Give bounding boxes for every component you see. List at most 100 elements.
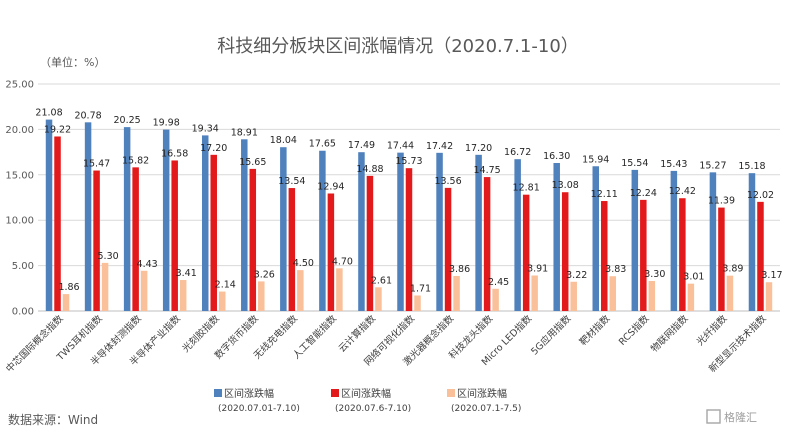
data-label: 12.81 xyxy=(513,183,540,194)
category-label: RCS指数 xyxy=(616,312,652,348)
data-label: 15.43 xyxy=(660,159,687,170)
bar-s2 xyxy=(718,207,725,311)
data-label: 13.54 xyxy=(278,176,305,187)
bar-s1 xyxy=(358,152,365,311)
data-label: 16.58 xyxy=(161,148,188,159)
data-label: 15.47 xyxy=(83,159,110,170)
bar-s1 xyxy=(631,169,639,311)
bar-s1 xyxy=(84,122,92,311)
y-tick-label: 10.00 xyxy=(5,216,34,227)
legend-period: (2020.07.01-7.10) xyxy=(218,404,300,414)
data-label: 3.41 xyxy=(176,268,197,279)
bar-s3 xyxy=(570,281,577,311)
watermark-logo: 格隆汇 xyxy=(706,409,757,424)
bar-s1 xyxy=(123,127,131,311)
data-label: 3.91 xyxy=(527,263,548,274)
data-label: 3.86 xyxy=(449,264,470,275)
category-label: 中芯国际概念指数 xyxy=(3,312,66,375)
data-label: 11.39 xyxy=(708,196,735,207)
bar-s1 xyxy=(280,147,287,311)
bar-s3 xyxy=(726,275,734,311)
category-label: 物联网指数 xyxy=(648,312,690,354)
bar-s2 xyxy=(93,170,100,311)
bar-s2 xyxy=(679,198,686,311)
legend-label: 区间涨跌幅 xyxy=(224,387,274,400)
legend-label: 区间涨跌幅 xyxy=(341,387,391,400)
bar-s1 xyxy=(514,159,521,311)
data-label: 20.25 xyxy=(114,115,141,126)
bar-s2 xyxy=(171,160,178,311)
bar-s1 xyxy=(475,154,482,311)
bar-s1 xyxy=(553,162,560,311)
data-label: 16.30 xyxy=(543,151,570,162)
bar-s2 xyxy=(132,167,139,311)
bar-s2 xyxy=(249,168,257,311)
bar-s3 xyxy=(414,295,421,311)
bar-s3 xyxy=(609,276,617,311)
legend-swatch xyxy=(447,389,455,397)
watermark-text: 格隆汇 xyxy=(724,410,757,424)
bar-s2 xyxy=(327,193,335,311)
data-label: 17.20 xyxy=(200,143,227,154)
data-label: 2.45 xyxy=(488,277,509,288)
data-label: 15.94 xyxy=(582,154,609,165)
data-label: 14.88 xyxy=(356,164,383,175)
data-label: 16.72 xyxy=(504,147,531,158)
bar-s3 xyxy=(375,287,382,311)
legend-label: 区间涨跌幅 xyxy=(457,387,507,400)
data-label: 19.22 xyxy=(44,124,71,135)
bar-s2 xyxy=(366,175,374,311)
bar-s2 xyxy=(483,177,491,311)
legend-period: (2020.07.6-7.10) xyxy=(335,404,411,414)
data-label: 17.65 xyxy=(309,139,336,150)
bar-s3 xyxy=(336,268,343,311)
bar-s3 xyxy=(687,283,695,311)
data-label: 19.34 xyxy=(192,123,219,134)
data-label: 1.71 xyxy=(410,283,431,294)
data-label: 2.61 xyxy=(371,275,392,286)
bar-s2 xyxy=(522,194,530,311)
bar-s2 xyxy=(561,192,569,311)
bar-s2 xyxy=(757,201,764,311)
legend-swatch xyxy=(214,389,222,397)
bar-s3 xyxy=(297,270,304,311)
y-tick-label: 0.00 xyxy=(12,307,34,318)
bar-s3 xyxy=(179,280,187,311)
category-label: 靶材指数 xyxy=(577,312,613,348)
data-label: 3.83 xyxy=(605,264,626,275)
bar-s1 xyxy=(748,173,756,311)
data-label: 12.24 xyxy=(630,188,657,199)
data-label: 3.01 xyxy=(683,272,704,283)
bar-s3 xyxy=(101,262,109,311)
category-label: 光纤指数 xyxy=(694,312,730,348)
data-label: 3.26 xyxy=(254,269,275,280)
data-label: 15.27 xyxy=(699,160,726,171)
data-label: 15.65 xyxy=(239,157,266,168)
bar-s2 xyxy=(288,188,296,311)
data-label: 15.54 xyxy=(621,158,648,169)
data-label: 3.30 xyxy=(644,269,665,280)
category-label: 云计算指数 xyxy=(336,312,378,354)
chart-title: 科技细分板块区间涨幅情况（2020.7.1-10） xyxy=(217,36,579,57)
source-note: 数据来源：Wind xyxy=(8,412,98,427)
data-label: 2.14 xyxy=(215,280,236,291)
bar-s2 xyxy=(405,168,413,311)
data-label: 12.94 xyxy=(317,182,344,193)
bar-s2 xyxy=(640,199,647,311)
bar-s3 xyxy=(531,275,538,311)
bar-s1 xyxy=(45,119,53,311)
data-label: 17.42 xyxy=(426,141,453,152)
bar-s3 xyxy=(258,281,265,311)
data-labels: 21.08 19.22 1.86 20.78 15.47 5.30 20.25 15.82 4.… xyxy=(35,108,782,295)
data-label: 12.02 xyxy=(747,190,774,201)
data-label: 13.08 xyxy=(552,180,579,191)
y-tick-label: 25.00 xyxy=(5,80,34,91)
data-label: 21.08 xyxy=(35,108,62,119)
y-tick-label: 20.00 xyxy=(5,125,34,136)
y-axis: 0.00 5.00 10.00 15.00 20.00 25.00 xyxy=(5,80,34,318)
bar-s1 xyxy=(319,150,326,311)
bar-s1 xyxy=(397,152,404,311)
data-label: 1.86 xyxy=(58,282,79,293)
bar-s2 xyxy=(54,136,61,311)
